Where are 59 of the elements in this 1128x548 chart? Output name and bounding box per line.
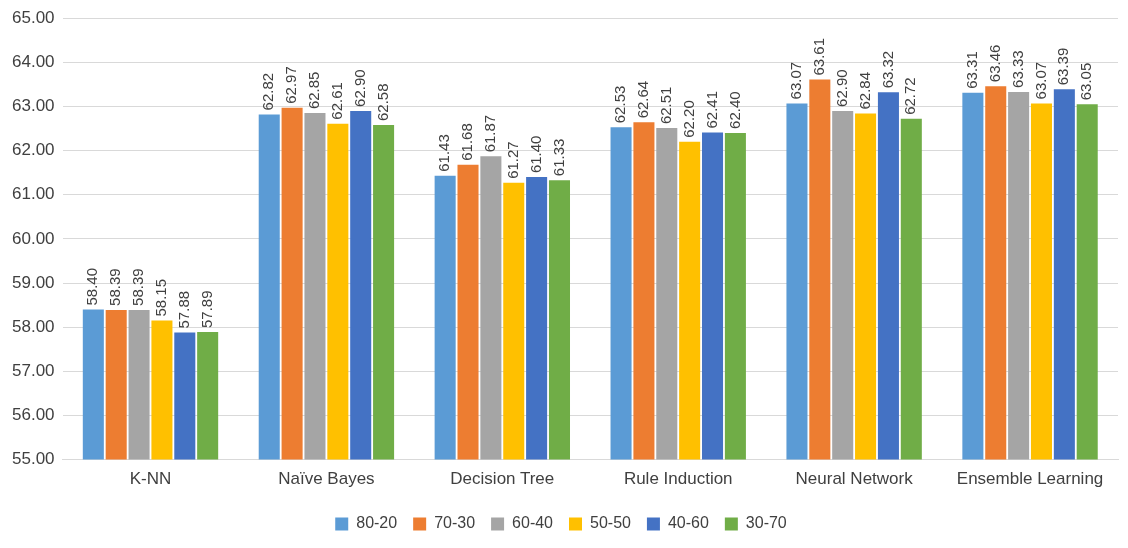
x-tick-label: Neural Network	[795, 469, 914, 489]
data-label: 63.39	[1054, 47, 1072, 86]
y-tick-label: 56.00	[11, 405, 55, 425]
data-label: 61.68	[458, 123, 476, 161]
data-label: 62.51	[656, 86, 674, 125]
legend-label: 50-50	[590, 514, 632, 532]
data-label: 62.53	[611, 85, 629, 124]
data-label: 62.84	[855, 72, 873, 110]
legend-label: 60-40	[512, 514, 554, 532]
data-label: 63.46	[985, 44, 1003, 83]
data-label: 62.90	[350, 69, 368, 107]
y-tick-label: 64.00	[11, 52, 55, 72]
data-label: 62.72	[901, 77, 919, 115]
data-label: 58.15	[152, 279, 170, 317]
data-label: 62.58	[373, 83, 391, 122]
data-label: 62.61	[327, 82, 345, 120]
data-label: 63.07	[787, 61, 805, 100]
y-tick-label: 63.00	[11, 96, 55, 116]
data-label: 63.05	[1077, 62, 1095, 101]
y-tick-label: 65.00	[11, 7, 55, 27]
data-label: 62.90	[832, 69, 850, 107]
data-label: 58.39	[129, 268, 147, 306]
y-tick-label: 57.00	[11, 361, 55, 381]
data-label: 61.40	[526, 135, 544, 174]
data-label: 57.89	[197, 290, 215, 329]
y-tick-label: 60.00	[11, 228, 55, 248]
legend-label: 30-70	[745, 514, 787, 532]
x-tick-label: Rule Induction	[623, 469, 733, 489]
data-label: 63.31	[963, 51, 981, 89]
data-label: 61.87	[481, 114, 499, 153]
data-label: 61.27	[503, 141, 521, 179]
data-label: 62.20	[679, 100, 697, 138]
data-label: 62.97	[282, 66, 300, 104]
data-label: 63.07	[1031, 61, 1049, 100]
x-tick-label: Naïve Bayes	[278, 469, 375, 489]
data-label: 62.82	[259, 72, 277, 111]
y-tick-label: 55.00	[11, 449, 55, 469]
y-tick-label: 62.00	[11, 140, 55, 160]
data-label: 62.40	[725, 91, 743, 129]
data-label: 61.43	[435, 134, 453, 172]
data-label: 63.33	[1008, 50, 1026, 88]
legend-label: 80-20	[356, 514, 398, 532]
data-label: 62.41	[702, 90, 720, 129]
y-tick-label: 61.00	[11, 184, 55, 204]
data-label: 62.64	[634, 80, 652, 119]
x-tick-label: Ensemble Learning	[956, 469, 1104, 489]
legend-label: 70-30	[434, 514, 476, 532]
x-tick-label: K-NN	[129, 469, 172, 489]
data-label: 58.39	[106, 268, 124, 306]
data-label: 61.33	[549, 138, 567, 177]
legend-label: 40-60	[667, 514, 709, 532]
data-label: 58.40	[83, 267, 101, 306]
data-label: 63.32	[878, 50, 896, 89]
y-tick-label: 58.00	[11, 316, 55, 336]
y-tick-label: 59.00	[11, 272, 55, 292]
data-label: 63.61	[809, 38, 827, 76]
data-label: 62.85	[305, 71, 323, 110]
data-label: 57.88	[174, 290, 192, 329]
x-tick-label: Decision Tree	[450, 469, 555, 489]
